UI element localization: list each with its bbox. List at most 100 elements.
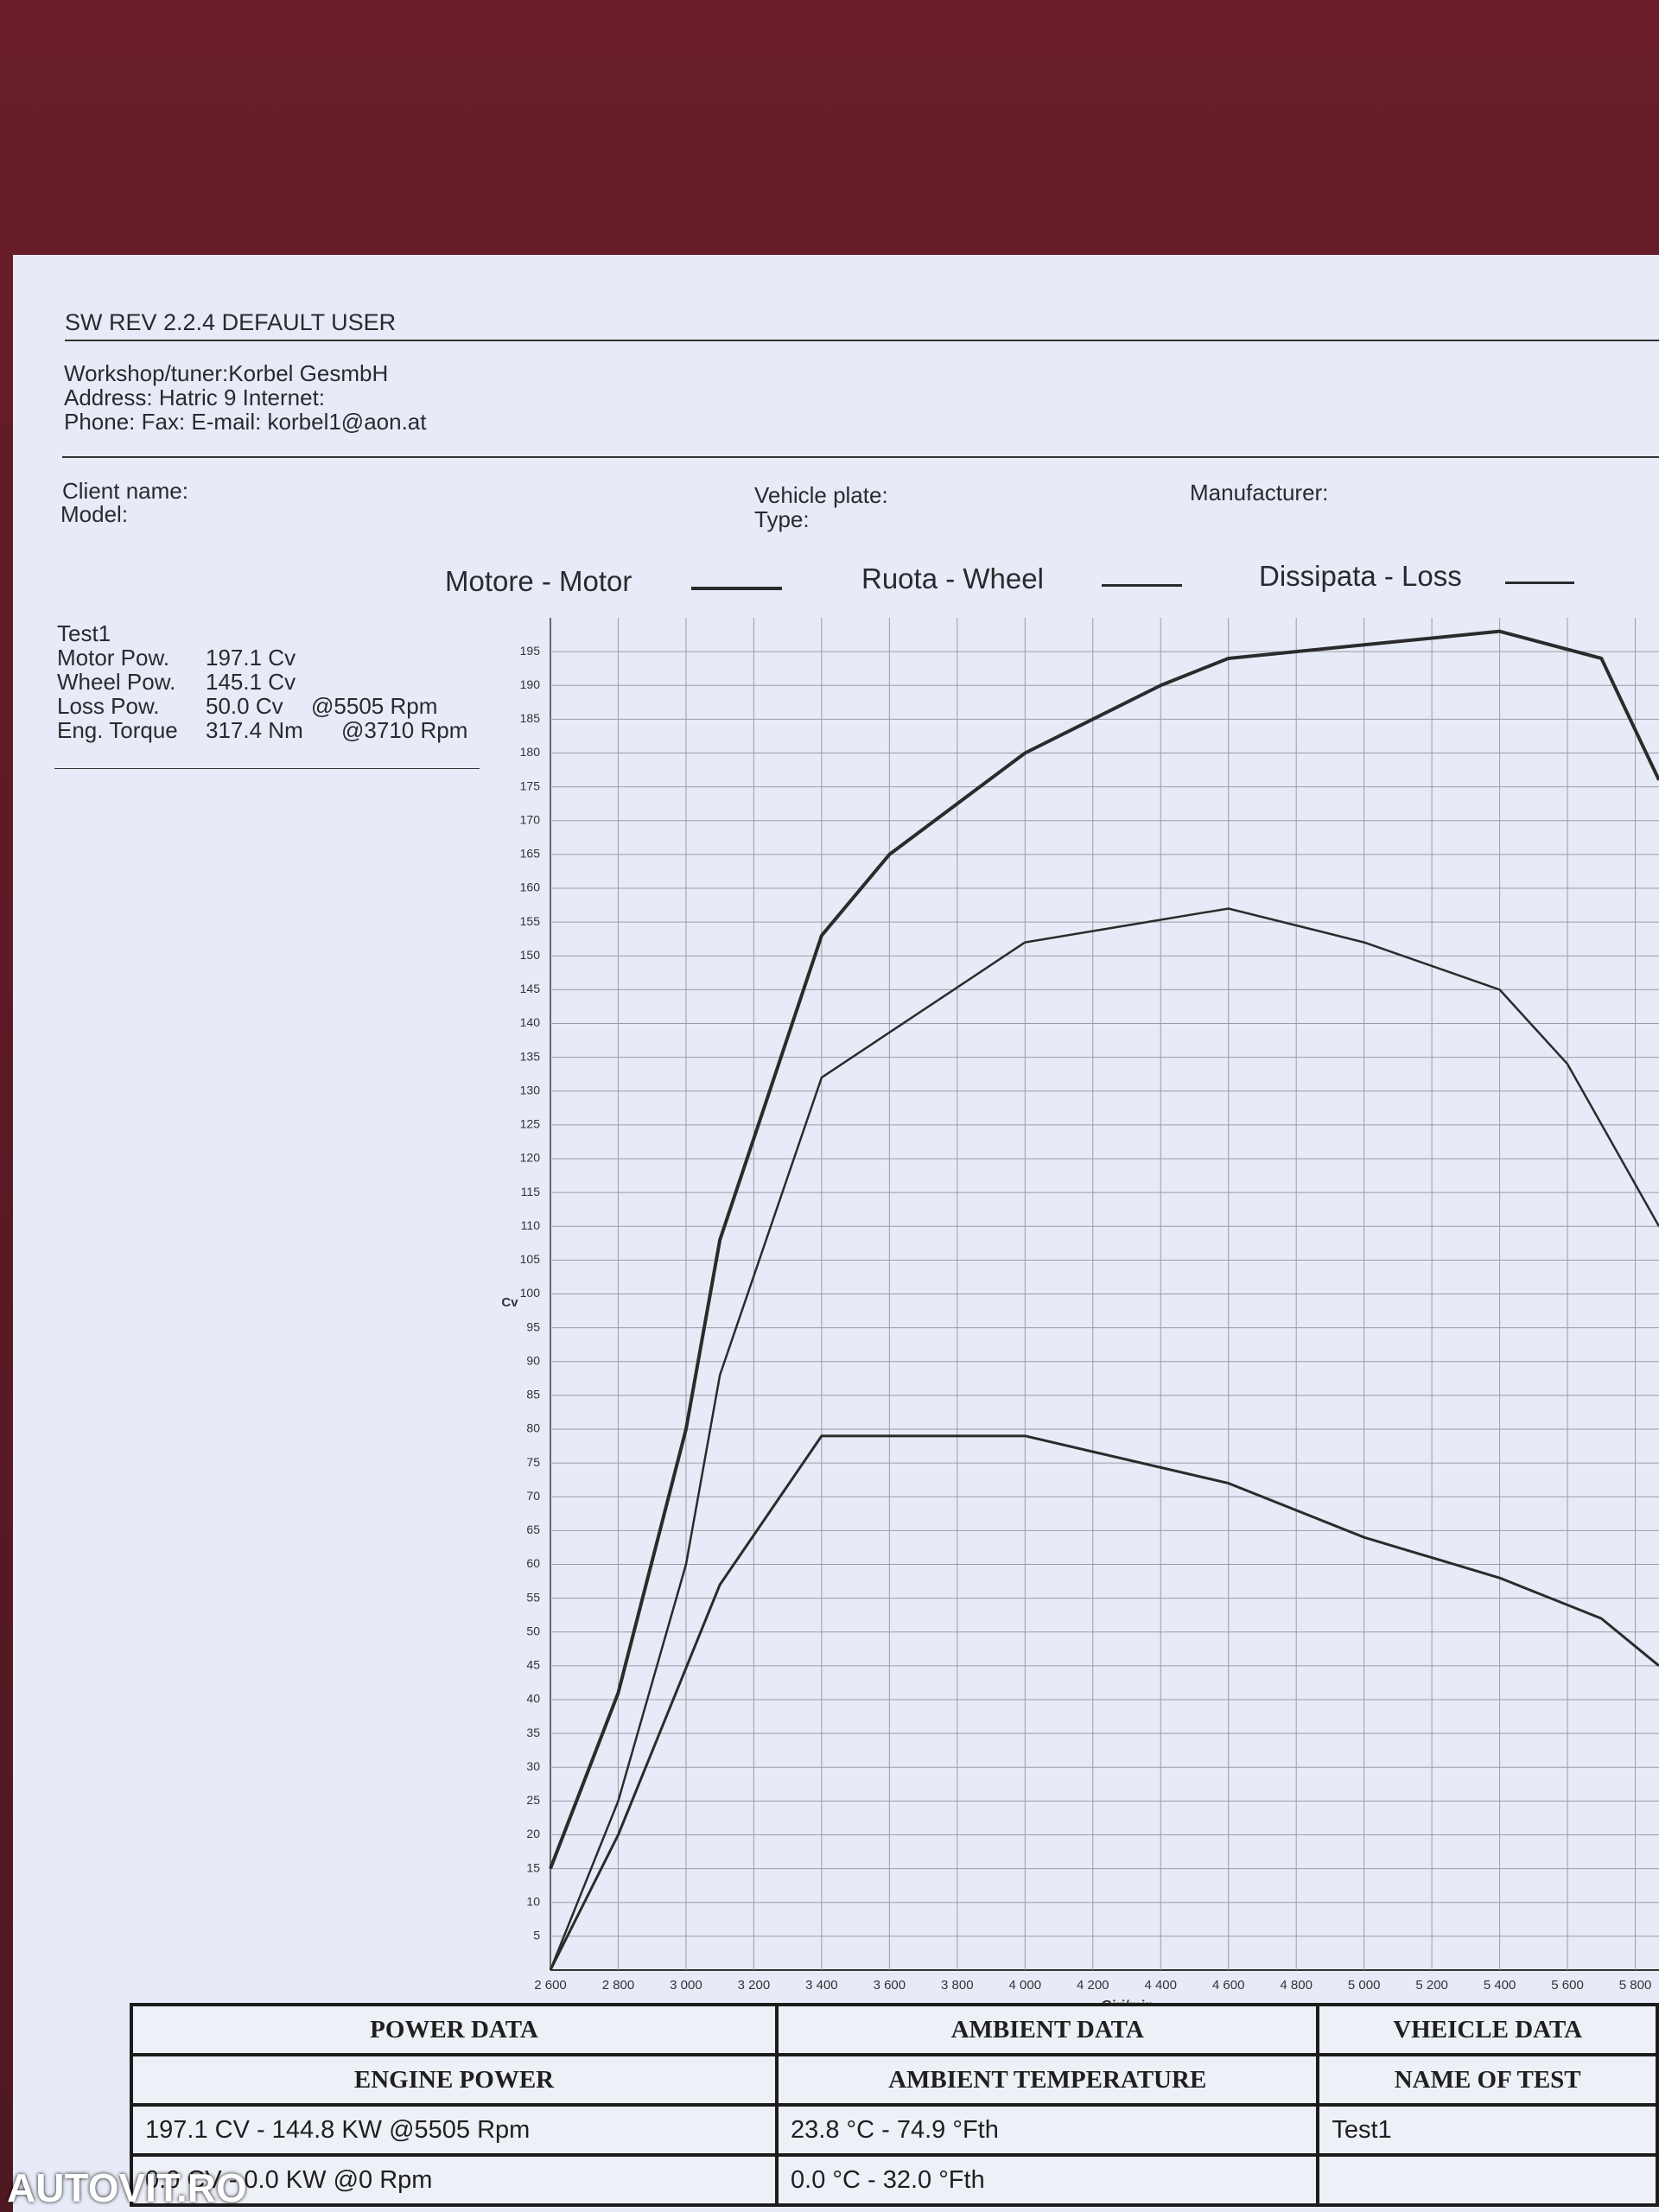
y-tick-label: 115 bbox=[521, 1185, 541, 1198]
y-tick-label: 160 bbox=[520, 880, 541, 894]
y-tick-label: 65 bbox=[526, 1522, 540, 1536]
x-tick-label: 2 800 bbox=[602, 1978, 635, 1993]
workshop: Workshop/tuner:Korbel GesmbH bbox=[64, 360, 389, 386]
y-tick-label: 145 bbox=[520, 982, 541, 995]
y-tick-label: 50 bbox=[526, 1624, 540, 1637]
x-tick-label: 5 800 bbox=[1619, 1978, 1652, 1993]
y-tick-label: 170 bbox=[520, 812, 541, 826]
x-tick-label: 5 200 bbox=[1415, 1978, 1448, 1993]
legend-label: Dissipata - Loss bbox=[1259, 560, 1462, 592]
y-tick-label: 100 bbox=[520, 1286, 541, 1300]
y-tick-label: 185 bbox=[520, 711, 541, 725]
series-line bbox=[549, 1434, 1659, 1971]
legend-label: Motore - Motor bbox=[445, 565, 632, 597]
y-tick-label: 85 bbox=[526, 1388, 540, 1402]
x-tick-label: 4 400 bbox=[1144, 1978, 1177, 1993]
test-name: Test1 bbox=[57, 620, 111, 646]
y-axis-label: Cv bbox=[501, 1295, 518, 1310]
test-info-cell: @5505 Rpm bbox=[311, 693, 438, 719]
model: Model: bbox=[60, 501, 129, 527]
y-tick-label: 70 bbox=[526, 1489, 540, 1503]
rule bbox=[65, 340, 1659, 341]
table-cell: 0.0 °C - 32.0 °Fth bbox=[775, 2153, 1320, 2207]
test-info-cell: 50.0 Cv bbox=[206, 693, 283, 719]
x-tick-label: 5 400 bbox=[1484, 1978, 1516, 1993]
vehicle-plate: Vehicle plate: bbox=[754, 482, 888, 508]
y-tick-label: 45 bbox=[526, 1658, 540, 1672]
y-tick-label: 35 bbox=[526, 1726, 540, 1739]
legend-swatch bbox=[1505, 582, 1574, 584]
y-tick-label: 80 bbox=[526, 1421, 540, 1435]
series-line bbox=[549, 629, 1659, 1870]
phone: Phone: Fax: E-mail: korbel1@aon.at bbox=[64, 409, 427, 435]
legend-swatch bbox=[1102, 584, 1182, 587]
y-tick-label: 20 bbox=[526, 1827, 540, 1840]
y-tick-label: 95 bbox=[526, 1319, 540, 1333]
x-tick-label: 5 600 bbox=[1551, 1978, 1584, 1993]
x-tick-label: 3 200 bbox=[738, 1978, 771, 1993]
series-line bbox=[549, 907, 1659, 1971]
y-tick-label: 40 bbox=[526, 1692, 540, 1706]
y-tick-label: 25 bbox=[526, 1793, 540, 1807]
table-cell: 23.8 °C - 74.9 °Fth bbox=[775, 2103, 1320, 2157]
table-cell: 197.1 CV - 144.8 KW @5505 Rpm bbox=[129, 2103, 779, 2157]
table-header: VHEICLE DATA bbox=[1316, 2003, 1659, 2056]
y-tick-label: 175 bbox=[520, 779, 541, 792]
test-info-cell: Loss Pow. bbox=[57, 693, 160, 719]
test-info-cell: Wheel Pow. bbox=[57, 669, 176, 695]
table-subheader: AMBIENT TEMPERATURE bbox=[775, 2053, 1320, 2107]
x-tick-label: 2 600 bbox=[534, 1978, 567, 1993]
x-tick-label: 4 200 bbox=[1077, 1978, 1109, 1993]
y-tick-label: 60 bbox=[526, 1556, 540, 1570]
table-header: POWER DATA bbox=[129, 2003, 779, 2056]
legend-swatch bbox=[691, 587, 782, 590]
y-tick-label: 165 bbox=[520, 847, 541, 861]
y-tick-label: 105 bbox=[520, 1252, 541, 1266]
table-cell bbox=[1316, 2153, 1659, 2207]
data-table: POWER DATA AMBIENT DATA VHEICLE DATA ENG… bbox=[129, 2003, 1659, 2207]
rule bbox=[54, 768, 480, 769]
y-tick-label: 15 bbox=[526, 1860, 540, 1874]
table-subheader: ENGINE POWER bbox=[129, 2053, 779, 2107]
y-tick-label: 90 bbox=[526, 1353, 540, 1367]
y-tick-label: 130 bbox=[520, 1083, 541, 1096]
x-tick-label: 4 000 bbox=[1009, 1978, 1042, 1993]
manufacturer: Manufacturer: bbox=[1190, 480, 1329, 505]
x-tick-label: 3 400 bbox=[805, 1978, 838, 1993]
table-subheader: NAME OF TEST bbox=[1316, 2053, 1659, 2107]
y-tick-label: 125 bbox=[520, 1117, 541, 1131]
x-tick-label: 4 800 bbox=[1280, 1978, 1313, 1993]
y-tick-label: 5 bbox=[533, 1929, 540, 1942]
y-tick-label: 30 bbox=[526, 1759, 540, 1773]
y-tick-label: 150 bbox=[520, 948, 541, 962]
y-tick-label: 190 bbox=[520, 677, 541, 691]
x-tick-label: 3 000 bbox=[670, 1978, 702, 1993]
y-tick-label: 75 bbox=[526, 1455, 540, 1469]
table-header: AMBIENT DATA bbox=[775, 2003, 1320, 2056]
y-tick-label: 120 bbox=[520, 1151, 541, 1165]
test-info-cell: Eng. Torque bbox=[57, 717, 178, 743]
test-info-cell: @3710 Rpm bbox=[341, 717, 468, 743]
test-info-cell: 145.1 Cv bbox=[206, 669, 296, 695]
paper-sheet bbox=[13, 255, 1659, 2212]
y-tick-label: 140 bbox=[520, 1015, 541, 1029]
table-cell: 0.0 CV - 0.0 KW @0 Rpm bbox=[129, 2153, 779, 2207]
y-tick-label: 135 bbox=[520, 1049, 541, 1063]
table-cell: Test1 bbox=[1316, 2103, 1659, 2157]
test-info-cell: Motor Pow. bbox=[57, 645, 170, 671]
client-name: Client name: bbox=[62, 478, 188, 504]
y-tick-label: 110 bbox=[521, 1218, 541, 1232]
y-tick-label: 10 bbox=[526, 1894, 540, 1908]
y-tick-label: 195 bbox=[520, 644, 541, 658]
y-tick-label: 155 bbox=[520, 914, 541, 928]
legend-label: Ruota - Wheel bbox=[861, 563, 1044, 594]
address: Address: Hatric 9 Internet: bbox=[64, 385, 326, 410]
type: Type: bbox=[754, 506, 810, 532]
x-tick-label: 4 600 bbox=[1212, 1978, 1245, 1993]
x-tick-label: 3 600 bbox=[874, 1978, 906, 1993]
watermark: AUTOVIT.RO bbox=[7, 2165, 247, 2210]
software-rev: SW REV 2.2.4 DEFAULT USER bbox=[65, 309, 397, 335]
test-info-cell: 317.4 Nm bbox=[206, 717, 303, 743]
